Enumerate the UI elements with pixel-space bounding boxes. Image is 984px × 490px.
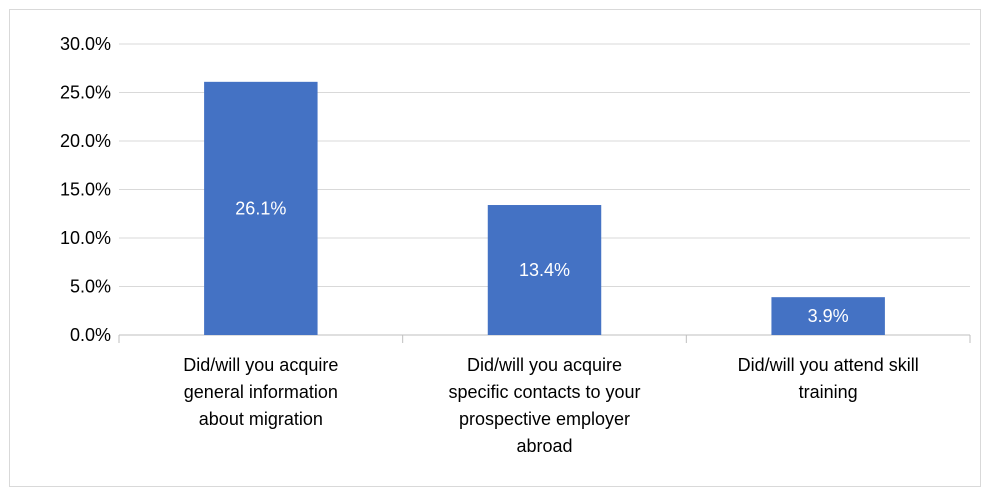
bars [204,81,885,335]
bar [771,297,885,335]
y-tick-label: 0.0% [70,325,111,345]
y-axis-tick-labels: 0.0% 5.0% 10.0% 15.0% 20.0% 25.0% 30.0% [60,34,111,345]
bar [487,205,602,335]
data-label: 13.4% [519,260,570,280]
y-tick-label: 20.0% [60,131,111,151]
bar [204,81,318,335]
data-labels: 26.1% 13.4% 3.9% [235,198,848,326]
category-label: Did/will you attend skill training [738,355,919,402]
category-labels: Did/will you acquire general information a… [183,355,918,456]
data-label: 3.9% [808,306,849,326]
y-tick-label: 10.0% [60,228,111,248]
data-label: 26.1% [235,198,286,218]
y-tick-label: 25.0% [60,83,111,103]
category-label: Did/will you acquire specific contacts to… [448,355,640,456]
y-tick-label: 5.0% [70,277,111,297]
y-tick-label: 30.0% [60,34,111,54]
category-label: Did/will you acquire general information a… [183,355,338,429]
y-tick-label: 15.0% [60,180,111,200]
